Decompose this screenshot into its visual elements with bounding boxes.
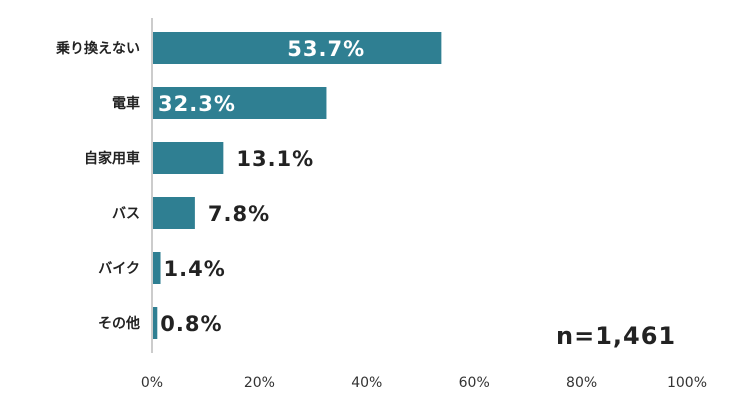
bar-1 <box>153 87 327 119</box>
x-tick-labels-group: 0% 20% 40% 60% 80% 100% <box>141 375 707 391</box>
bar-0 <box>153 32 442 64</box>
category-label-0: 乗り換えない <box>55 40 140 57</box>
bar-3 <box>153 197 195 229</box>
x-tick-label-5: 100% <box>667 375 707 391</box>
data-label-0: 53.7% <box>287 37 365 61</box>
data-label-2: 13.1% <box>236 147 314 171</box>
value-labels-group: 53.7% 32.3% 13.1% 7.8% 1.4% 0.8% <box>158 37 365 336</box>
category-label-5: その他 <box>98 315 140 332</box>
x-tick-label-1: 20% <box>244 375 275 391</box>
category-label-4: バイク <box>98 261 140 277</box>
category-label-3: バス <box>112 206 140 222</box>
data-label-5: 0.8% <box>160 312 222 336</box>
data-label-4: 1.4% <box>164 257 226 281</box>
data-label-3: 7.8% <box>208 202 270 226</box>
category-label-1: 電車 <box>112 95 140 112</box>
category-label-2: 自家用車 <box>84 150 140 167</box>
bars-group <box>153 32 442 339</box>
bar-4 <box>153 252 161 284</box>
x-tick-label-3: 60% <box>459 375 490 391</box>
bar-2 <box>153 142 224 174</box>
x-tick-label-4: 80% <box>566 375 597 391</box>
sample-size-label: n=1,461 <box>556 322 677 350</box>
bar-5 <box>153 307 158 339</box>
x-tick-label-2: 40% <box>351 375 382 391</box>
data-label-1: 32.3% <box>158 92 236 116</box>
x-tick-label-0: 0% <box>141 375 163 391</box>
